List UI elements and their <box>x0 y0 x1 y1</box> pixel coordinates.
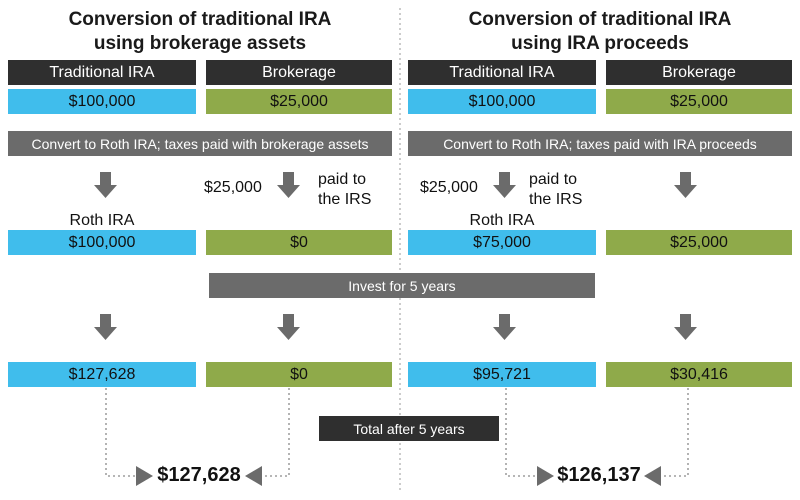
connector-line <box>661 388 689 477</box>
down-arrow-icon <box>493 314 516 340</box>
down-arrow-icon <box>94 172 117 198</box>
left-convert-bar: Convert to Roth IRA; taxes paid with bro… <box>8 131 392 156</box>
right-ira-start-value: $100,000 <box>408 89 596 114</box>
total-after-bar: Total after 5 years <box>319 416 499 441</box>
right-paid-line1: paid to <box>529 171 578 188</box>
left-ira-start-value: $100,000 <box>8 89 196 114</box>
right-roth-after-value: $75,000 <box>408 230 596 255</box>
left-header-brokerage: Brokerage <box>206 60 392 85</box>
down-arrow-icon <box>94 314 117 340</box>
invest-bar: Invest for 5 years <box>209 273 595 298</box>
connector-line <box>105 388 136 477</box>
left-arrow-icon <box>644 466 661 486</box>
left-tax-amount: $25,000 <box>204 179 262 196</box>
left-total-value: $127,628 <box>157 464 241 486</box>
right-total-value: $126,137 <box>557 464 641 486</box>
right-brokerage-start-value: $25,000 <box>606 89 792 114</box>
left-roth-after-value: $100,000 <box>8 230 196 255</box>
right-arrow-icon <box>537 466 554 486</box>
right-brokerage-5yr-value: $30,416 <box>606 362 792 387</box>
left-roth-5yr-value: $127,628 <box>8 362 196 387</box>
right-header-brokerage: Brokerage <box>606 60 792 85</box>
left-title-line2: using brokerage assets <box>93 33 307 54</box>
right-title: Conversion of traditional IRA using IRA … <box>400 8 800 56</box>
connector-line <box>262 388 290 477</box>
left-roth-ira-label: Roth IRA <box>69 212 135 229</box>
left-brokerage-5yr-value: $0 <box>206 362 392 387</box>
right-paid-to-irs: paid to the IRS <box>529 170 582 210</box>
left-brokerage-start-value: $25,000 <box>206 89 392 114</box>
left-brokerage-after-value: $0 <box>206 230 392 255</box>
left-header-traditional-ira: Traditional IRA <box>8 60 196 85</box>
right-roth-ira-label: Roth IRA <box>469 212 535 229</box>
left-title: Conversion of traditional IRA using brok… <box>0 8 400 56</box>
right-paid-line2: the IRS <box>529 191 583 208</box>
connector-line <box>505 388 537 477</box>
down-arrow-icon <box>277 172 300 198</box>
left-arrow-icon <box>245 466 262 486</box>
down-arrow-icon <box>277 314 300 340</box>
right-tax-amount: $25,000 <box>420 179 478 196</box>
down-arrow-icon <box>674 172 697 198</box>
right-brokerage-after-value: $25,000 <box>606 230 792 255</box>
right-title-line1: Conversion of traditional IRA <box>468 9 732 30</box>
down-arrow-icon <box>674 314 697 340</box>
left-title-line1: Conversion of traditional IRA <box>68 9 332 30</box>
left-paid-line2: the IRS <box>318 191 372 208</box>
right-arrow-icon <box>136 466 153 486</box>
right-header-traditional-ira: Traditional IRA <box>408 60 596 85</box>
right-convert-bar: Convert to Roth IRA; taxes paid with IRA… <box>408 131 792 156</box>
left-paid-line1: paid to <box>318 171 367 188</box>
left-paid-to-irs: paid to the IRS <box>318 170 371 210</box>
right-roth-5yr-value: $95,721 <box>408 362 596 387</box>
right-title-line2: using IRA proceeds <box>511 33 689 54</box>
down-arrow-icon <box>493 172 516 198</box>
